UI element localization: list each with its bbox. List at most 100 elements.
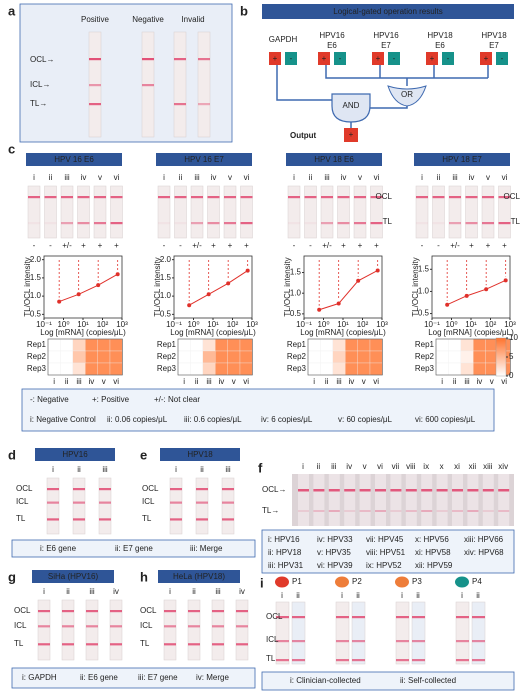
- strip-band: [188, 625, 200, 628]
- heat-cell: [215, 338, 228, 352]
- lane-label: i: [281, 591, 283, 600]
- test-strip: [109, 599, 123, 661]
- strip-band: [62, 625, 74, 628]
- x-tick-label: 10⁰: [187, 320, 199, 329]
- strip-band: [224, 222, 236, 225]
- patient-marker: [395, 576, 409, 588]
- strip-band: [304, 222, 317, 225]
- heat-cell: [97, 362, 111, 376]
- y-tick-label: 0.5: [160, 309, 172, 318]
- strip-band: [390, 510, 402, 512]
- panel-title-bg: [35, 448, 115, 461]
- gate-label: AND: [343, 101, 360, 110]
- x-tick-label: 10³: [116, 320, 128, 329]
- test-strip: [455, 601, 470, 665]
- strip-band: [465, 222, 478, 225]
- strip-band: [421, 510, 433, 512]
- x-tick-label: 10¹: [465, 320, 477, 329]
- test-strip: [415, 185, 429, 239]
- heat-cell: [435, 338, 449, 352]
- plus-box: [269, 52, 281, 65]
- strip-band: [110, 196, 123, 199]
- line-label: OCL: [16, 484, 33, 493]
- strip-band: [337, 196, 350, 199]
- lane-label: vi: [244, 173, 250, 182]
- heat-cell: [369, 362, 383, 376]
- strip-band: [164, 610, 176, 613]
- heat-cell: [215, 362, 228, 376]
- strip-band: [456, 616, 469, 619]
- sign: -: [309, 241, 312, 250]
- panel-label: f: [258, 460, 263, 475]
- heat-cell: [239, 350, 253, 364]
- strip-band: [416, 196, 428, 199]
- y-tick-label: 0.5: [30, 309, 42, 318]
- title-bg: [262, 4, 514, 19]
- strip-band: [240, 222, 253, 225]
- strip-band: [44, 196, 57, 199]
- strip-band: [170, 488, 182, 491]
- test-strip: [465, 185, 478, 239]
- sign: +: [502, 241, 507, 250]
- strip-band: [336, 616, 349, 619]
- heatmap-frame: [435, 338, 511, 376]
- strip-band: [62, 643, 74, 646]
- strip-band: [38, 643, 50, 646]
- test-strip: [395, 601, 410, 665]
- panel-label: b: [240, 3, 248, 18]
- x-tick-label: 10⁻¹: [424, 320, 440, 329]
- rep-label: Rep2: [157, 352, 177, 361]
- line-label: TL→: [30, 99, 47, 108]
- rep-label: Rep2: [415, 352, 435, 361]
- line-label: ICL: [14, 621, 27, 630]
- test-strip: [482, 474, 494, 526]
- lane-label: ii: [296, 591, 300, 600]
- lane-label: v: [98, 173, 102, 182]
- lane-label: iii: [206, 377, 212, 386]
- heat-cell: [85, 338, 98, 352]
- strip-band: [207, 196, 220, 199]
- test-strip: [370, 185, 383, 239]
- y-tick-label: 1.0: [418, 287, 430, 296]
- strip-band: [498, 196, 511, 199]
- heat-cell: [473, 350, 486, 364]
- strip-band: [38, 625, 50, 628]
- caption-box: [261, 529, 515, 574]
- rep-label: Rep2: [27, 352, 47, 361]
- heat-cell: [97, 338, 111, 352]
- caption: ii: E6 gene: [80, 673, 118, 682]
- sign: -: [179, 241, 182, 250]
- line-label: TL: [14, 639, 24, 648]
- heat-cell: [448, 362, 461, 376]
- strip-band: [73, 501, 85, 504]
- heat-cell: [320, 350, 333, 364]
- plot-frame: [43, 255, 123, 319]
- rep-label: Rep1: [27, 340, 47, 349]
- heat-cell: [227, 350, 241, 364]
- test-strip: [351, 601, 366, 665]
- lane-label: ii: [416, 591, 420, 600]
- x-tick-label: 10⁰: [57, 320, 69, 329]
- heat-cell: [332, 338, 346, 352]
- patient-marker: [275, 576, 289, 588]
- strip-band: [370, 222, 383, 225]
- caption: vi: HPV39: [317, 561, 353, 570]
- strip-band: [62, 610, 74, 613]
- strip-band: [328, 489, 340, 492]
- strip-band: [482, 222, 494, 225]
- caption: i: GAPDH: [22, 673, 57, 682]
- strip-band: [390, 489, 402, 492]
- sign: +: [114, 241, 119, 250]
- lane-label: vi: [114, 173, 120, 182]
- strip-band: [449, 196, 461, 199]
- strip-band: [276, 640, 289, 643]
- sign: +/-: [322, 241, 332, 250]
- legend-lane: ii: 0.06 copies/μL: [107, 415, 168, 424]
- panel-title-bg: [158, 570, 240, 583]
- lane-label: ii: [309, 173, 313, 182]
- point: [464, 293, 469, 298]
- lane-label: i: [293, 173, 295, 182]
- strip-band: [352, 616, 365, 619]
- point: [57, 299, 62, 304]
- heat-cell: [357, 362, 371, 376]
